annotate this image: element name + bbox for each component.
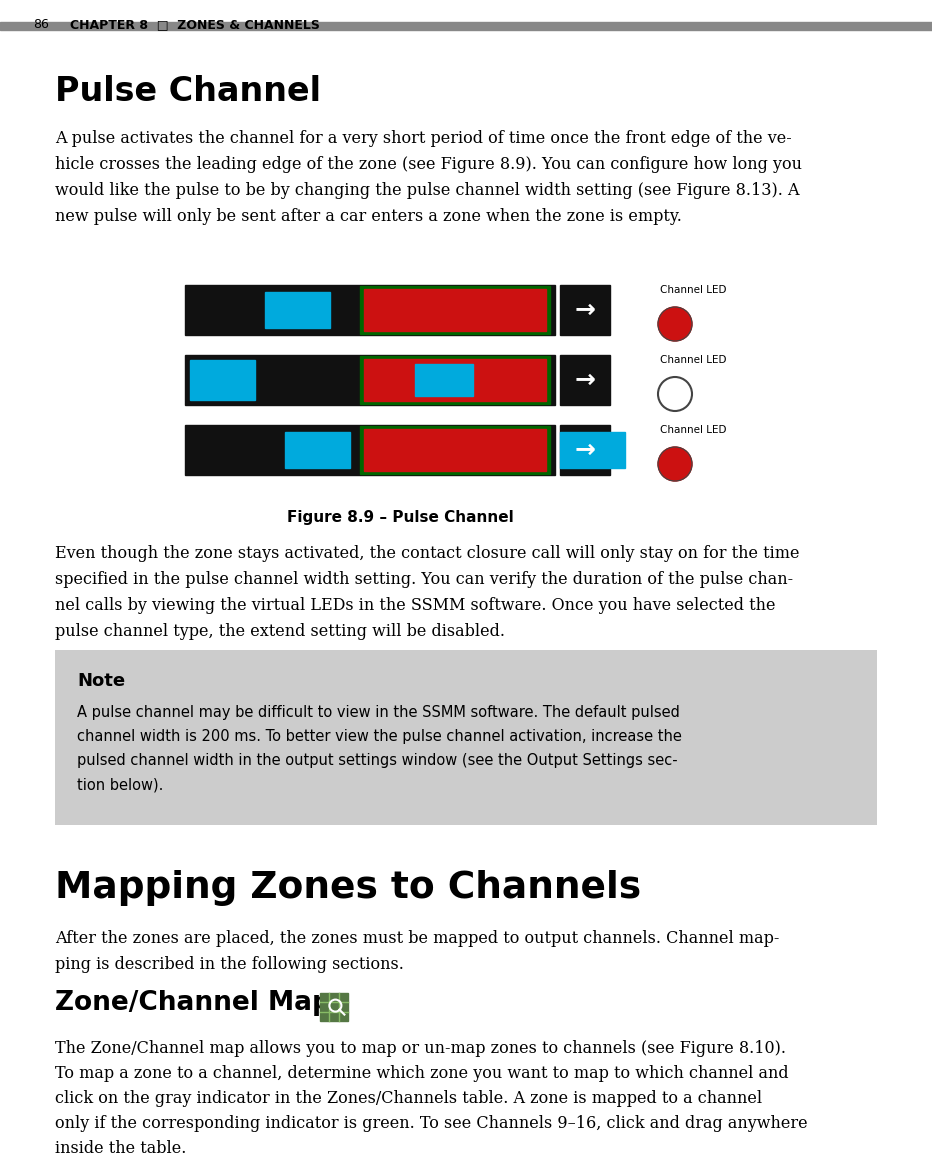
Bar <box>560 285 610 335</box>
Bar <box>360 356 550 404</box>
Text: Note: Note <box>77 672 125 690</box>
Circle shape <box>658 378 692 411</box>
Text: The Zone/Channel map allows you to map or un-map zones to channels (see Figure 8: The Zone/Channel map allows you to map o… <box>55 1040 786 1057</box>
Text: Channel LED: Channel LED <box>660 425 727 435</box>
Text: pulsed channel width in the output settings window (see the Output Settings sec-: pulsed channel width in the output setti… <box>77 753 678 768</box>
Bar <box>55 650 877 824</box>
Text: hicle crosses the leading edge of the zone (see Figure 8.9). You can configure h: hicle crosses the leading edge of the zo… <box>55 156 802 173</box>
Text: Mapping Zones to Channels: Mapping Zones to Channels <box>55 870 641 906</box>
Text: specified in the pulse channel width setting. You can verify the duration of the: specified in the pulse channel width set… <box>55 571 793 588</box>
Text: Even though the zone stays activated, the contact closure call will only stay on: Even though the zone stays activated, th… <box>55 545 800 562</box>
Bar <box>0 22 932 30</box>
Text: →: → <box>574 368 596 393</box>
Text: Figure 8.9 – Pulse Channel: Figure 8.9 – Pulse Channel <box>287 510 514 525</box>
Bar <box>265 292 330 328</box>
Text: would like the pulse to be by changing the pulse channel width setting (see Figu: would like the pulse to be by changing t… <box>55 182 800 199</box>
Text: nel calls by viewing the virtual LEDs in the SSMM software. Once you have select: nel calls by viewing the virtual LEDs in… <box>55 598 775 614</box>
Text: CHAPTER 8  □  ZONES & CHANNELS: CHAPTER 8 □ ZONES & CHANNELS <box>70 19 320 31</box>
Bar <box>185 356 555 405</box>
Text: Zone/Channel Map: Zone/Channel Map <box>55 990 331 1016</box>
Bar <box>185 285 555 335</box>
Bar <box>190 360 255 400</box>
Text: Channel LED: Channel LED <box>660 285 727 295</box>
Text: Channel LED: Channel LED <box>660 356 727 365</box>
Bar <box>364 428 546 471</box>
Bar <box>560 425 610 475</box>
Bar <box>360 286 550 334</box>
Text: A pulse activates the channel for a very short period of time once the front edg: A pulse activates the channel for a very… <box>55 130 792 147</box>
Text: 86: 86 <box>33 19 48 31</box>
Bar <box>415 364 473 396</box>
Text: channel width is 200 ms. To better view the pulse channel activation, increase t: channel width is 200 ms. To better view … <box>77 730 682 743</box>
Text: inside the table.: inside the table. <box>55 1139 186 1157</box>
Text: click on the gray indicator in the Zones/Channels table. A zone is mapped to a c: click on the gray indicator in the Zones… <box>55 1090 762 1107</box>
Circle shape <box>658 307 692 340</box>
Bar <box>560 356 610 405</box>
Text: tion below).: tion below). <box>77 777 163 792</box>
Text: →: → <box>574 438 596 462</box>
Text: pulse channel type, the extend setting will be disabled.: pulse channel type, the extend setting w… <box>55 623 505 640</box>
Text: ping is described in the following sections.: ping is described in the following secti… <box>55 957 404 973</box>
Bar <box>320 994 348 1021</box>
Bar <box>560 432 625 468</box>
Bar <box>185 425 555 475</box>
Bar <box>360 426 550 474</box>
Text: A pulse channel may be difficult to view in the SSMM software. The default pulse: A pulse channel may be difficult to view… <box>77 705 679 720</box>
Text: To map a zone to a channel, determine which zone you want to map to which channe: To map a zone to a channel, determine wh… <box>55 1065 788 1082</box>
Bar <box>364 359 546 401</box>
Text: After the zones are placed, the zones must be mapped to output channels. Channel: After the zones are placed, the zones mu… <box>55 930 779 947</box>
Circle shape <box>658 447 692 481</box>
Text: →: → <box>574 298 596 322</box>
Bar <box>364 290 546 331</box>
Text: only if the corresponding indicator is green. To see Channels 9–16, click and dr: only if the corresponding indicator is g… <box>55 1115 808 1133</box>
Bar <box>285 432 350 468</box>
Text: new pulse will only be sent after a car enters a zone when the zone is empty.: new pulse will only be sent after a car … <box>55 208 682 225</box>
Text: Pulse Channel: Pulse Channel <box>55 75 321 108</box>
